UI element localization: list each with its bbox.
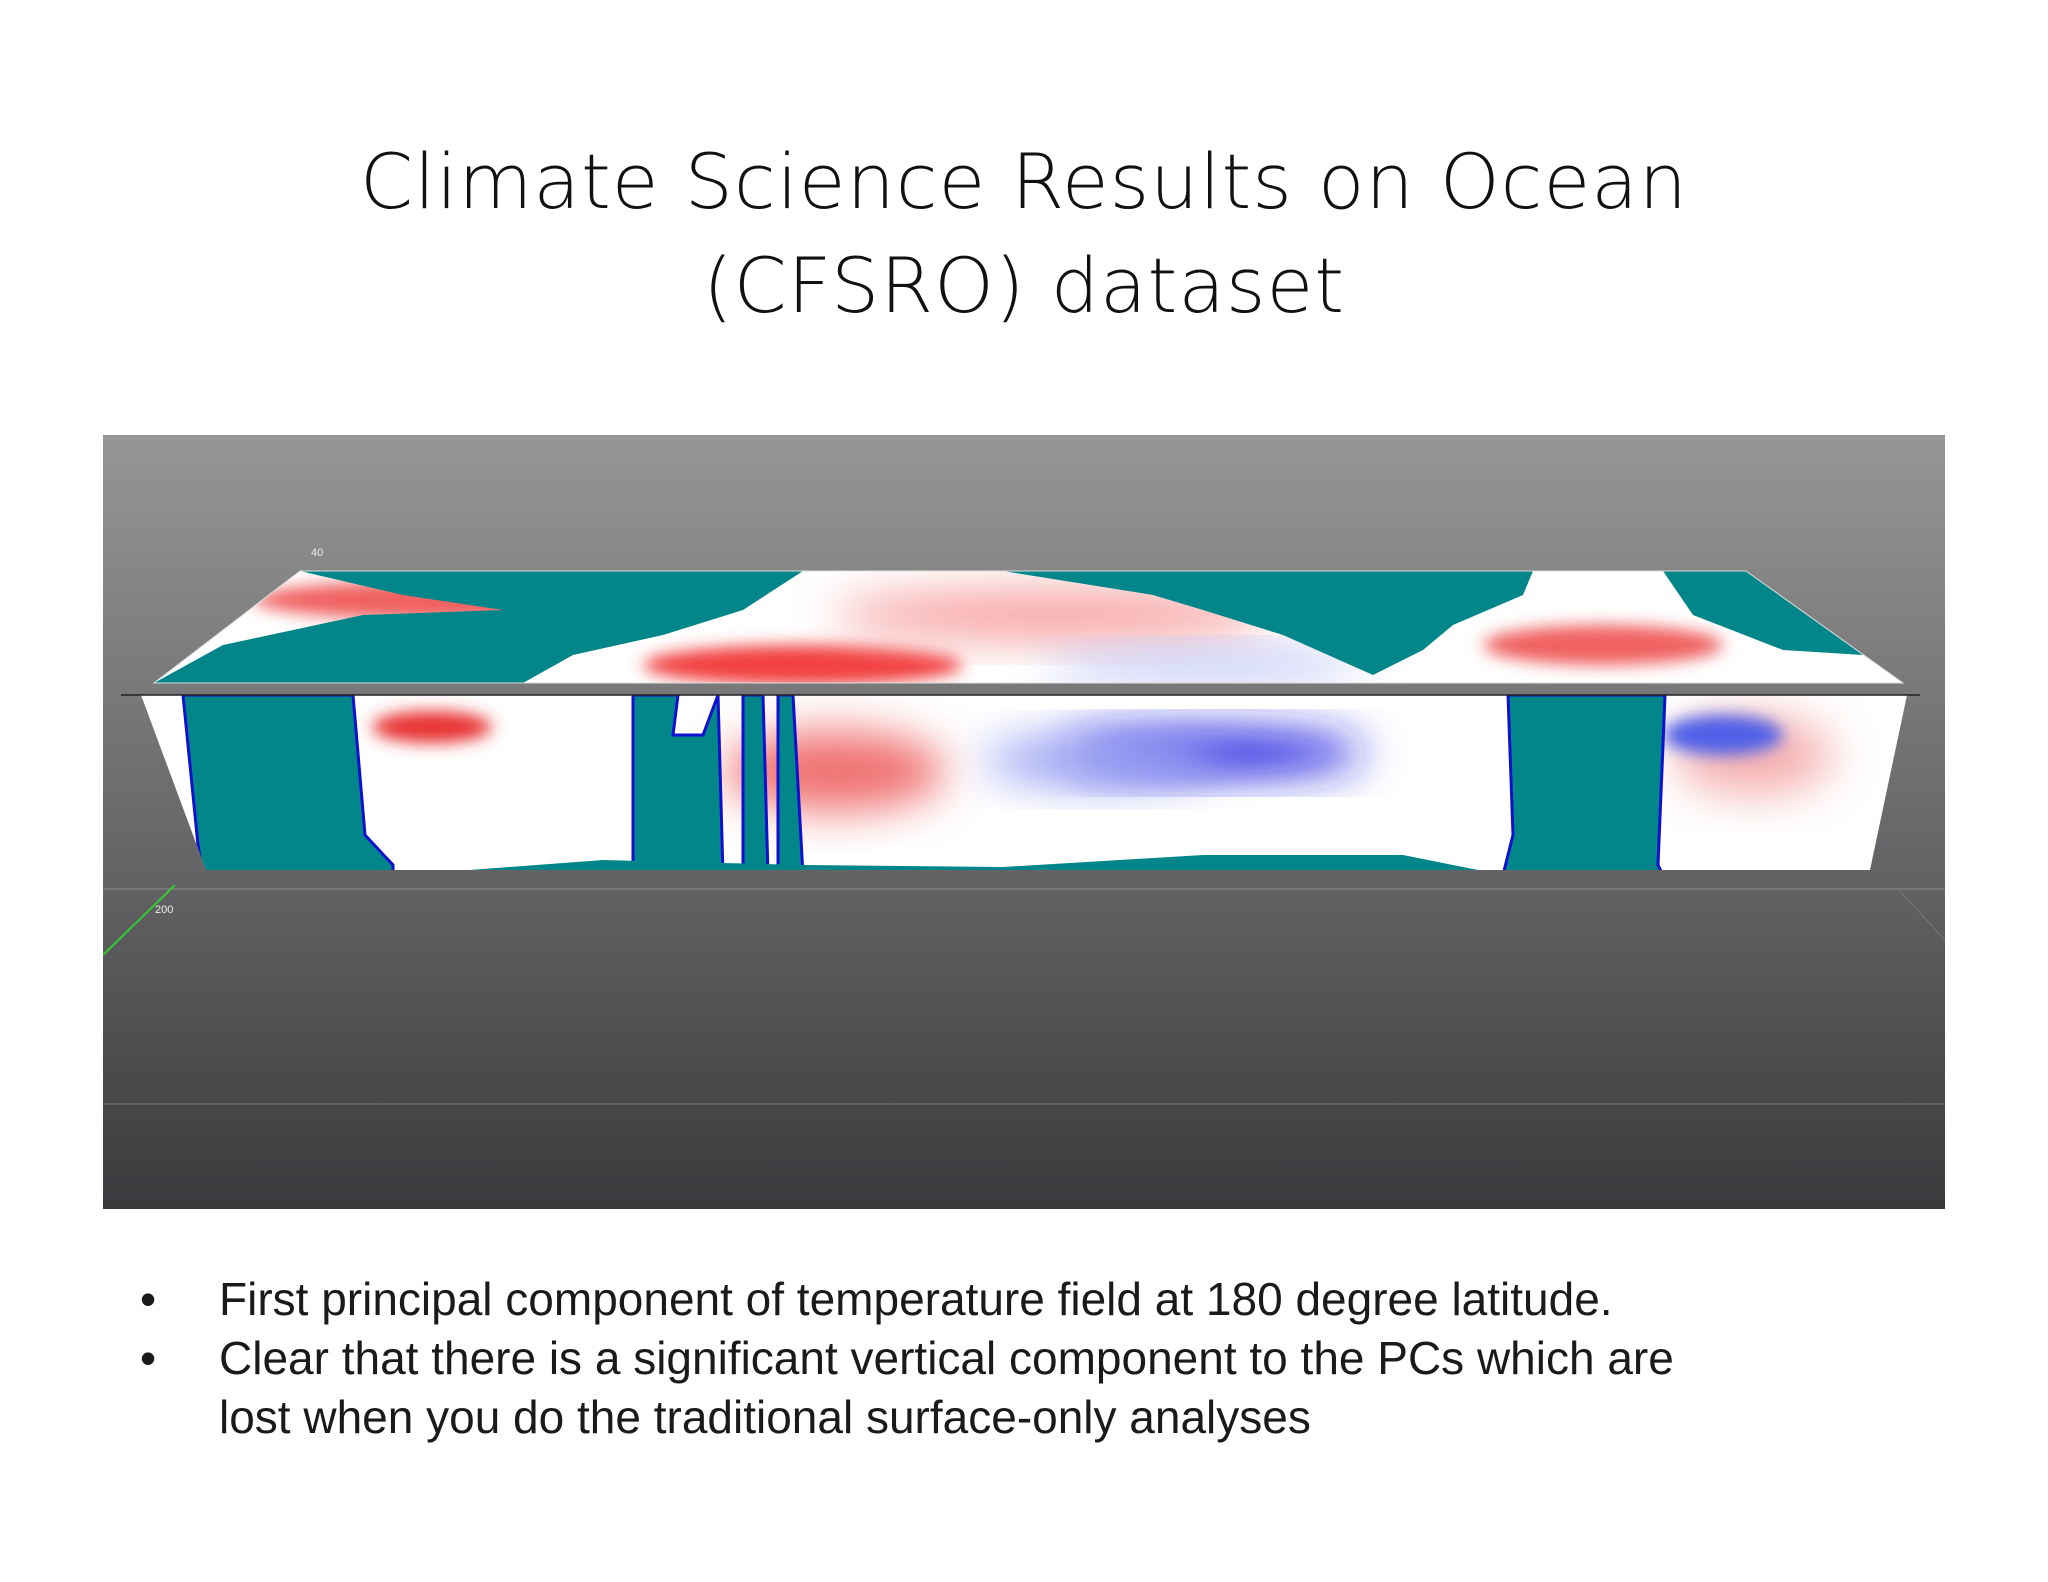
bullet-marker: • <box>140 1273 157 1325</box>
bullet-list: • First principal component of temperatur… <box>140 1270 1940 1447</box>
bullet-item: • First principal component of temperatur… <box>140 1270 1940 1329</box>
axis-label: 200 <box>155 904 173 916</box>
title-line: Climate Science Results on Ocean <box>360 137 1688 226</box>
bullet-marker: • <box>140 1332 157 1384</box>
bullet-text: Clear that there is a significant vertic… <box>219 1332 1674 1384</box>
ocean-visualization: 40 200 <box>103 435 1945 1209</box>
bullet-item: • Clear that there is a significant verti… <box>140 1329 1940 1447</box>
slide-title: Climate Science Results on Ocean (CFSRO)… <box>0 130 2048 338</box>
bullet-text: lost when you do the traditional surface… <box>219 1391 1311 1443</box>
bullet-text: First principal component of temperature… <box>219 1273 1613 1325</box>
title-line: (CFSRO) dataset <box>702 241 1346 330</box>
axis-label: 40 <box>311 547 323 559</box>
